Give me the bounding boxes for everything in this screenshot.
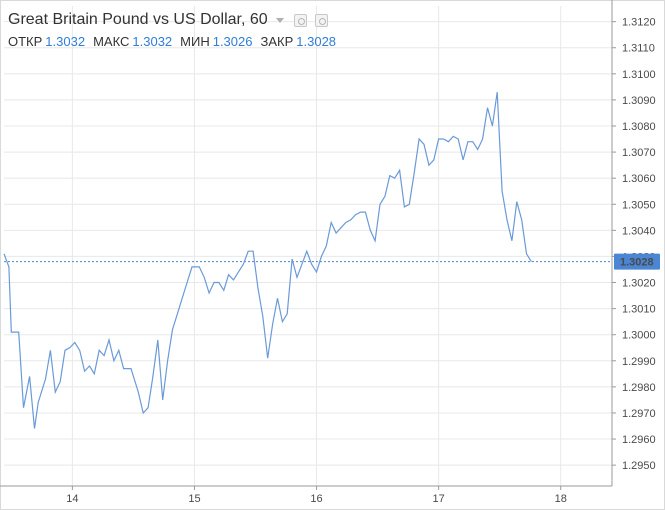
ohlc-close: ЗАКР 1.3028	[260, 34, 337, 49]
y-tick-label: 1.2970	[622, 408, 656, 420]
y-tick-label: 1.3090	[622, 95, 656, 107]
y-axis-ticks: 1.2950 1.2960 1.2970 1.2980 1.2990 1.3000 1.30…	[612, 17, 656, 472]
y-tick-label: 1.3110	[622, 43, 655, 55]
chevron-down-icon[interactable]	[275, 17, 284, 23]
symbol-title[interactable]: Great Britain Pound vs US Dollar, 60	[8, 11, 268, 28]
legend-title-row: Great Britain Pound vs US Dollar, 60	[8, 10, 336, 30]
y-tick-label: 1.3060	[622, 173, 656, 185]
last-price-badge: 1.3028	[614, 253, 660, 270]
y-tick-label: 1.3120	[622, 17, 656, 29]
x-tick-label: 18	[555, 493, 567, 505]
y-tick-label: 1.3080	[622, 121, 656, 133]
y-tick-label: 1.3050	[622, 199, 656, 211]
y-tick-label: 1.3100	[622, 69, 656, 81]
ohlc-row: ОТКР 1.3032 МАКС 1.3032 МИН 1.3026 ЗАКР 1.30…	[8, 34, 336, 49]
chart-legend: Great Britain Pound vs US Dollar, 60 ОТК…	[8, 10, 336, 49]
x-tick-label: 17	[433, 493, 445, 505]
y-tick-label: 1.3070	[622, 147, 656, 159]
ohlc-high: МАКС 1.3032	[93, 34, 173, 49]
grid-lines	[4, 6, 612, 486]
last-price-label: 1.3028	[620, 257, 654, 269]
y-tick-label: 1.2980	[622, 382, 656, 394]
y-tick-label: 1.2960	[622, 434, 656, 446]
y-tick-label: 1.3020	[622, 278, 656, 290]
visibility-icon[interactable]	[293, 13, 307, 27]
x-tick-label: 16	[310, 493, 322, 505]
ohlc-open: ОТКР 1.3032	[8, 34, 86, 49]
price-series-line	[3, 92, 532, 429]
y-tick-label: 1.2950	[622, 460, 656, 472]
x-tick-label: 15	[188, 493, 200, 505]
settings-icon[interactable]	[314, 13, 328, 27]
y-tick-label: 1.3000	[622, 330, 656, 342]
y-tick-label: 1.2990	[622, 356, 656, 368]
ohlc-low: МИН 1.3026	[180, 34, 253, 49]
x-tick-label: 14	[66, 493, 78, 505]
x-axis-ticks: 14 15 16 17 18	[66, 486, 567, 505]
axes	[0, 0, 613, 487]
y-tick-label: 1.3010	[622, 304, 656, 316]
y-tick-label: 1.3040	[622, 225, 656, 237]
